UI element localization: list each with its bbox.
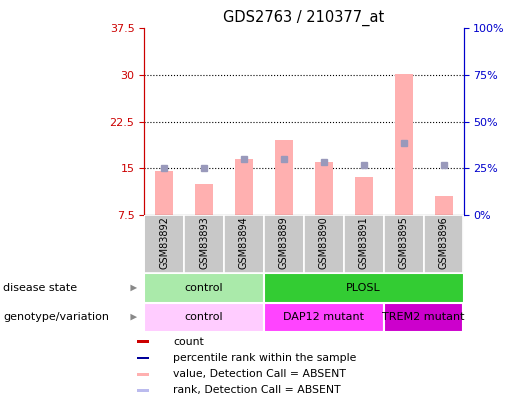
Bar [264,215,304,273]
Bar [394,74,413,215]
Text: GSM83892: GSM83892 [159,216,169,269]
Bar [235,159,253,215]
Bar [137,373,149,376]
Bar [264,273,464,303]
Text: GSM83895: GSM83895 [399,216,408,269]
Title: GDS2763 / 210377_at: GDS2763 / 210377_at [223,9,385,26]
Text: count: count [174,337,204,347]
Bar [144,303,264,332]
Text: control: control [185,283,224,293]
Text: rank, Detection Call = ABSENT: rank, Detection Call = ABSENT [174,386,341,395]
Bar [355,177,373,215]
Text: percentile rank within the sample: percentile rank within the sample [174,353,357,363]
Bar [184,215,224,273]
Text: GSM83889: GSM83889 [279,216,289,269]
Bar [384,303,464,332]
Text: disease state: disease state [3,283,77,293]
Text: GSM83891: GSM83891 [359,216,369,269]
Bar [144,215,184,273]
Bar [224,215,264,273]
Bar [195,183,213,215]
Text: genotype/variation: genotype/variation [3,312,109,322]
Text: GSM83894: GSM83894 [239,216,249,269]
Bar [144,273,264,303]
Text: GSM83893: GSM83893 [199,216,209,269]
Bar [315,162,333,215]
Text: TREM2 mutant: TREM2 mutant [382,312,465,322]
Bar [304,215,344,273]
Bar [344,215,384,273]
Bar [264,303,384,332]
Text: GSM83896: GSM83896 [439,216,449,269]
Bar [155,171,173,215]
Bar [137,389,149,392]
Bar [137,356,149,360]
Text: PLOSL: PLOSL [347,283,381,293]
Bar [423,215,464,273]
Text: control: control [185,312,224,322]
Text: GSM83890: GSM83890 [319,216,329,269]
Text: DAP12 mutant: DAP12 mutant [283,312,364,322]
Bar [275,140,293,215]
Bar [435,196,453,215]
Bar [384,215,423,273]
Text: value, Detection Call = ABSENT: value, Detection Call = ABSENT [174,369,346,379]
Bar [137,340,149,343]
